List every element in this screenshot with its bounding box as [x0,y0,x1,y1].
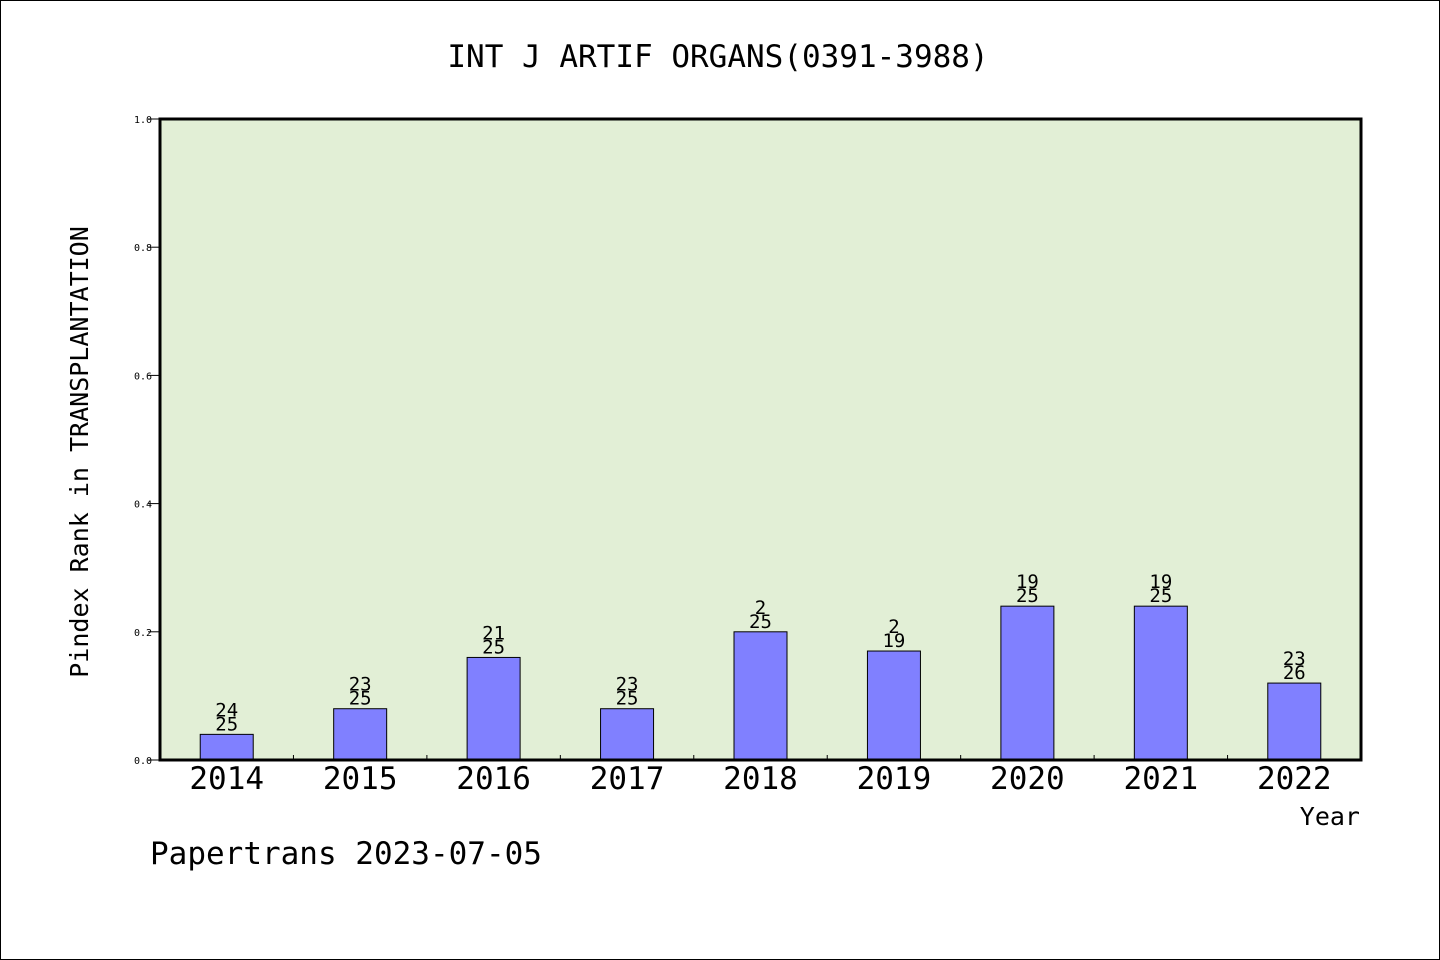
x-axis-label: Year [1300,802,1360,831]
bar-label-bottom: 25 [749,611,772,633]
bar-label-top: 23 [349,674,372,696]
bar-2020 [1000,605,1055,761]
bar-label-bottom: 25 [349,688,372,710]
y-tick-label: 1.0 [134,115,152,126]
bar-2016 [466,656,521,761]
bar-label-top: 24 [215,699,238,721]
bar-label-top: 23 [616,674,639,696]
bar-label-top: 2 [755,597,766,619]
bar-label-top: 19 [1149,571,1172,593]
x-tick-label: 2021 [1124,761,1199,797]
y-tick-label: 0.0 [134,756,152,767]
chart-title: INT J ARTIF ORGANS(0391-3988) [447,39,988,75]
x-tick-label: 2015 [323,761,398,797]
bar-label-top: 23 [1283,648,1306,670]
bar-label-bottom: 26 [1283,662,1306,684]
bar-2021 [1133,605,1188,761]
bar-label-bottom: 25 [1149,585,1172,607]
bar-2022 [1267,682,1322,761]
bar-2019 [866,650,921,761]
plot-border [158,117,1363,762]
x-tick-label: 2018 [723,761,798,797]
bar-2015 [333,708,388,761]
bar-label-bottom: 25 [616,688,639,710]
bar-label-top: 21 [482,622,505,644]
x-tick-label: 2020 [990,761,1065,797]
x-tick-label: 2022 [1257,761,1332,797]
bar-label-bottom: 25 [1016,585,1039,607]
bar-2014 [199,733,254,761]
y-axis-label: Pindex Rank in TRANSPLANTATION [65,226,94,678]
x-tick-label: 2014 [189,761,264,797]
x-tick-label: 2017 [590,761,665,797]
bar-label-bottom: 19 [882,630,905,652]
bar-label-bottom: 25 [215,713,238,735]
x-tick-label: 2019 [857,761,932,797]
bar-label-top: 19 [1016,571,1039,593]
footer-credit: Papertrans 2023-07-05 [150,836,542,872]
y-tick-label: 0.4 [134,500,152,511]
bar-2018 [733,631,788,761]
y-tick-label: 0.2 [134,628,152,639]
y-tick-label: 0.8 [134,243,152,254]
bar-2017 [600,708,655,761]
bar-label-bottom: 25 [482,636,505,658]
y-tick-label: 0.6 [134,371,152,382]
bar-label-top: 2 [888,616,899,638]
x-tick-label: 2016 [456,761,531,797]
